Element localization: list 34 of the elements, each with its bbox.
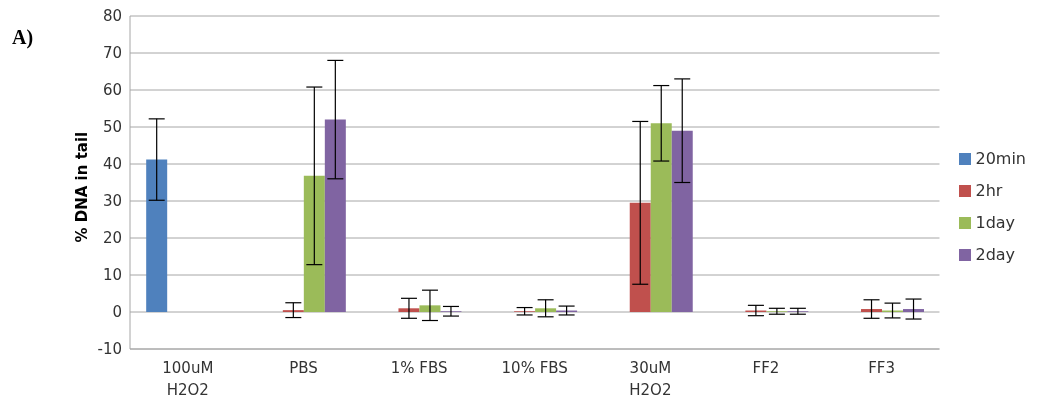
bar <box>146 159 168 312</box>
y-tick-label: 20 <box>102 229 122 248</box>
y-tick-label: 80 <box>102 7 122 26</box>
bar <box>398 308 420 312</box>
bar <box>535 308 557 312</box>
bar <box>861 309 883 312</box>
legend-label: 2day <box>975 244 1016 264</box>
y-tick-label: 40 <box>102 155 122 174</box>
y-tick-label: 0 <box>112 303 122 322</box>
bar <box>629 202 651 312</box>
bar <box>419 305 441 312</box>
y-tick-label: 10 <box>102 266 122 285</box>
y-tick-label: 50 <box>102 118 122 137</box>
bar <box>324 119 346 312</box>
legend-label: 2hr <box>975 180 1003 200</box>
bar <box>303 175 325 312</box>
legend-label: 20min <box>975 148 1026 168</box>
x-tick-label: PBS <box>289 359 318 377</box>
x-tick-label: FF3 <box>868 359 896 377</box>
bar <box>671 130 693 312</box>
y-tick-label: 60 <box>102 81 122 100</box>
bar <box>903 309 925 312</box>
x-tick-label: 10% FBS <box>501 359 568 377</box>
y-tick-label: -10 <box>97 340 122 359</box>
x-tick-label: 30uM H2O2 <box>629 359 672 399</box>
x-tick-label: 1% FBS <box>390 359 448 377</box>
bar <box>650 123 672 312</box>
x-tick-label: FF2 <box>752 359 780 377</box>
y-axis-title: % DNA in tail <box>73 131 92 243</box>
x-tick-label: 100uM H2O2 <box>162 359 214 399</box>
legend-label: 1day <box>975 212 1016 232</box>
text: A) <box>12 26 34 49</box>
y-tick-label: 70 <box>102 44 122 63</box>
y-tick-label: 30 <box>102 192 122 211</box>
